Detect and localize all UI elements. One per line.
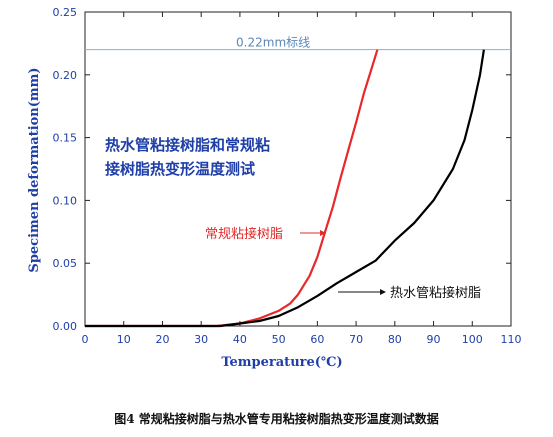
x-axis-title: Temperature(℃): [221, 355, 342, 370]
x-tick-label: 90: [427, 333, 441, 346]
figure-caption: 图4 常规粘接树脂与热水管专用粘接树脂热变形温度测试数据: [114, 412, 439, 426]
y-tick-label: 0.25: [53, 6, 78, 19]
series-label-conventional: 常规粘接树脂: [205, 226, 283, 242]
y-tick-label: 0.00: [53, 320, 78, 333]
series-line-conventional: [85, 49, 379, 328]
x-tick-label: 30: [194, 333, 208, 346]
x-tick-label: 40: [233, 333, 247, 346]
series-line-hot-water: [85, 49, 485, 328]
reference-line-label: 0.22mm标线: [236, 36, 310, 50]
annotation-line-2: 接树脂热变形温度测试: [105, 160, 255, 178]
y-tick-label: 0.10: [53, 194, 78, 207]
y-axis-title: Specimen deformation(mm): [27, 67, 42, 272]
x-tick-label: 20: [155, 333, 169, 346]
series-layer: [85, 49, 485, 328]
x-tick-label: 80: [388, 333, 402, 346]
x-tick-label: 10: [117, 333, 131, 346]
annotation-line-1: 热水管粘接树脂和常规粘: [105, 136, 270, 154]
chart: 0.22mm标线 0 10 20 30 40 50 60 70 80 90 100 110 0.00 0.…: [27, 6, 522, 370]
y-tick-label: 0.15: [53, 132, 78, 145]
arrowhead-conventional: [320, 230, 326, 236]
x-tick-label: 110: [501, 333, 522, 346]
x-tick-label: 100: [462, 333, 483, 346]
x-tick-label: 60: [310, 333, 324, 346]
x-tick-label: 70: [349, 333, 363, 346]
arrowhead-hot-water: [380, 289, 386, 295]
plot-frame: [84, 11, 512, 327]
x-tick-label: 0: [82, 333, 89, 346]
ticks-layer: 0 10 20 30 40 50 60 70 80 90 100 110 0.00 0.05 0.10 0.1…: [53, 6, 522, 346]
x-tick-label: 50: [272, 333, 286, 346]
reference-layer: 0.22mm标线: [85, 36, 511, 51]
y-tick-label: 0.05: [53, 257, 78, 270]
series-label-hot-water: 热水管粘接树脂: [390, 285, 481, 301]
y-tick-label: 0.20: [53, 69, 78, 82]
